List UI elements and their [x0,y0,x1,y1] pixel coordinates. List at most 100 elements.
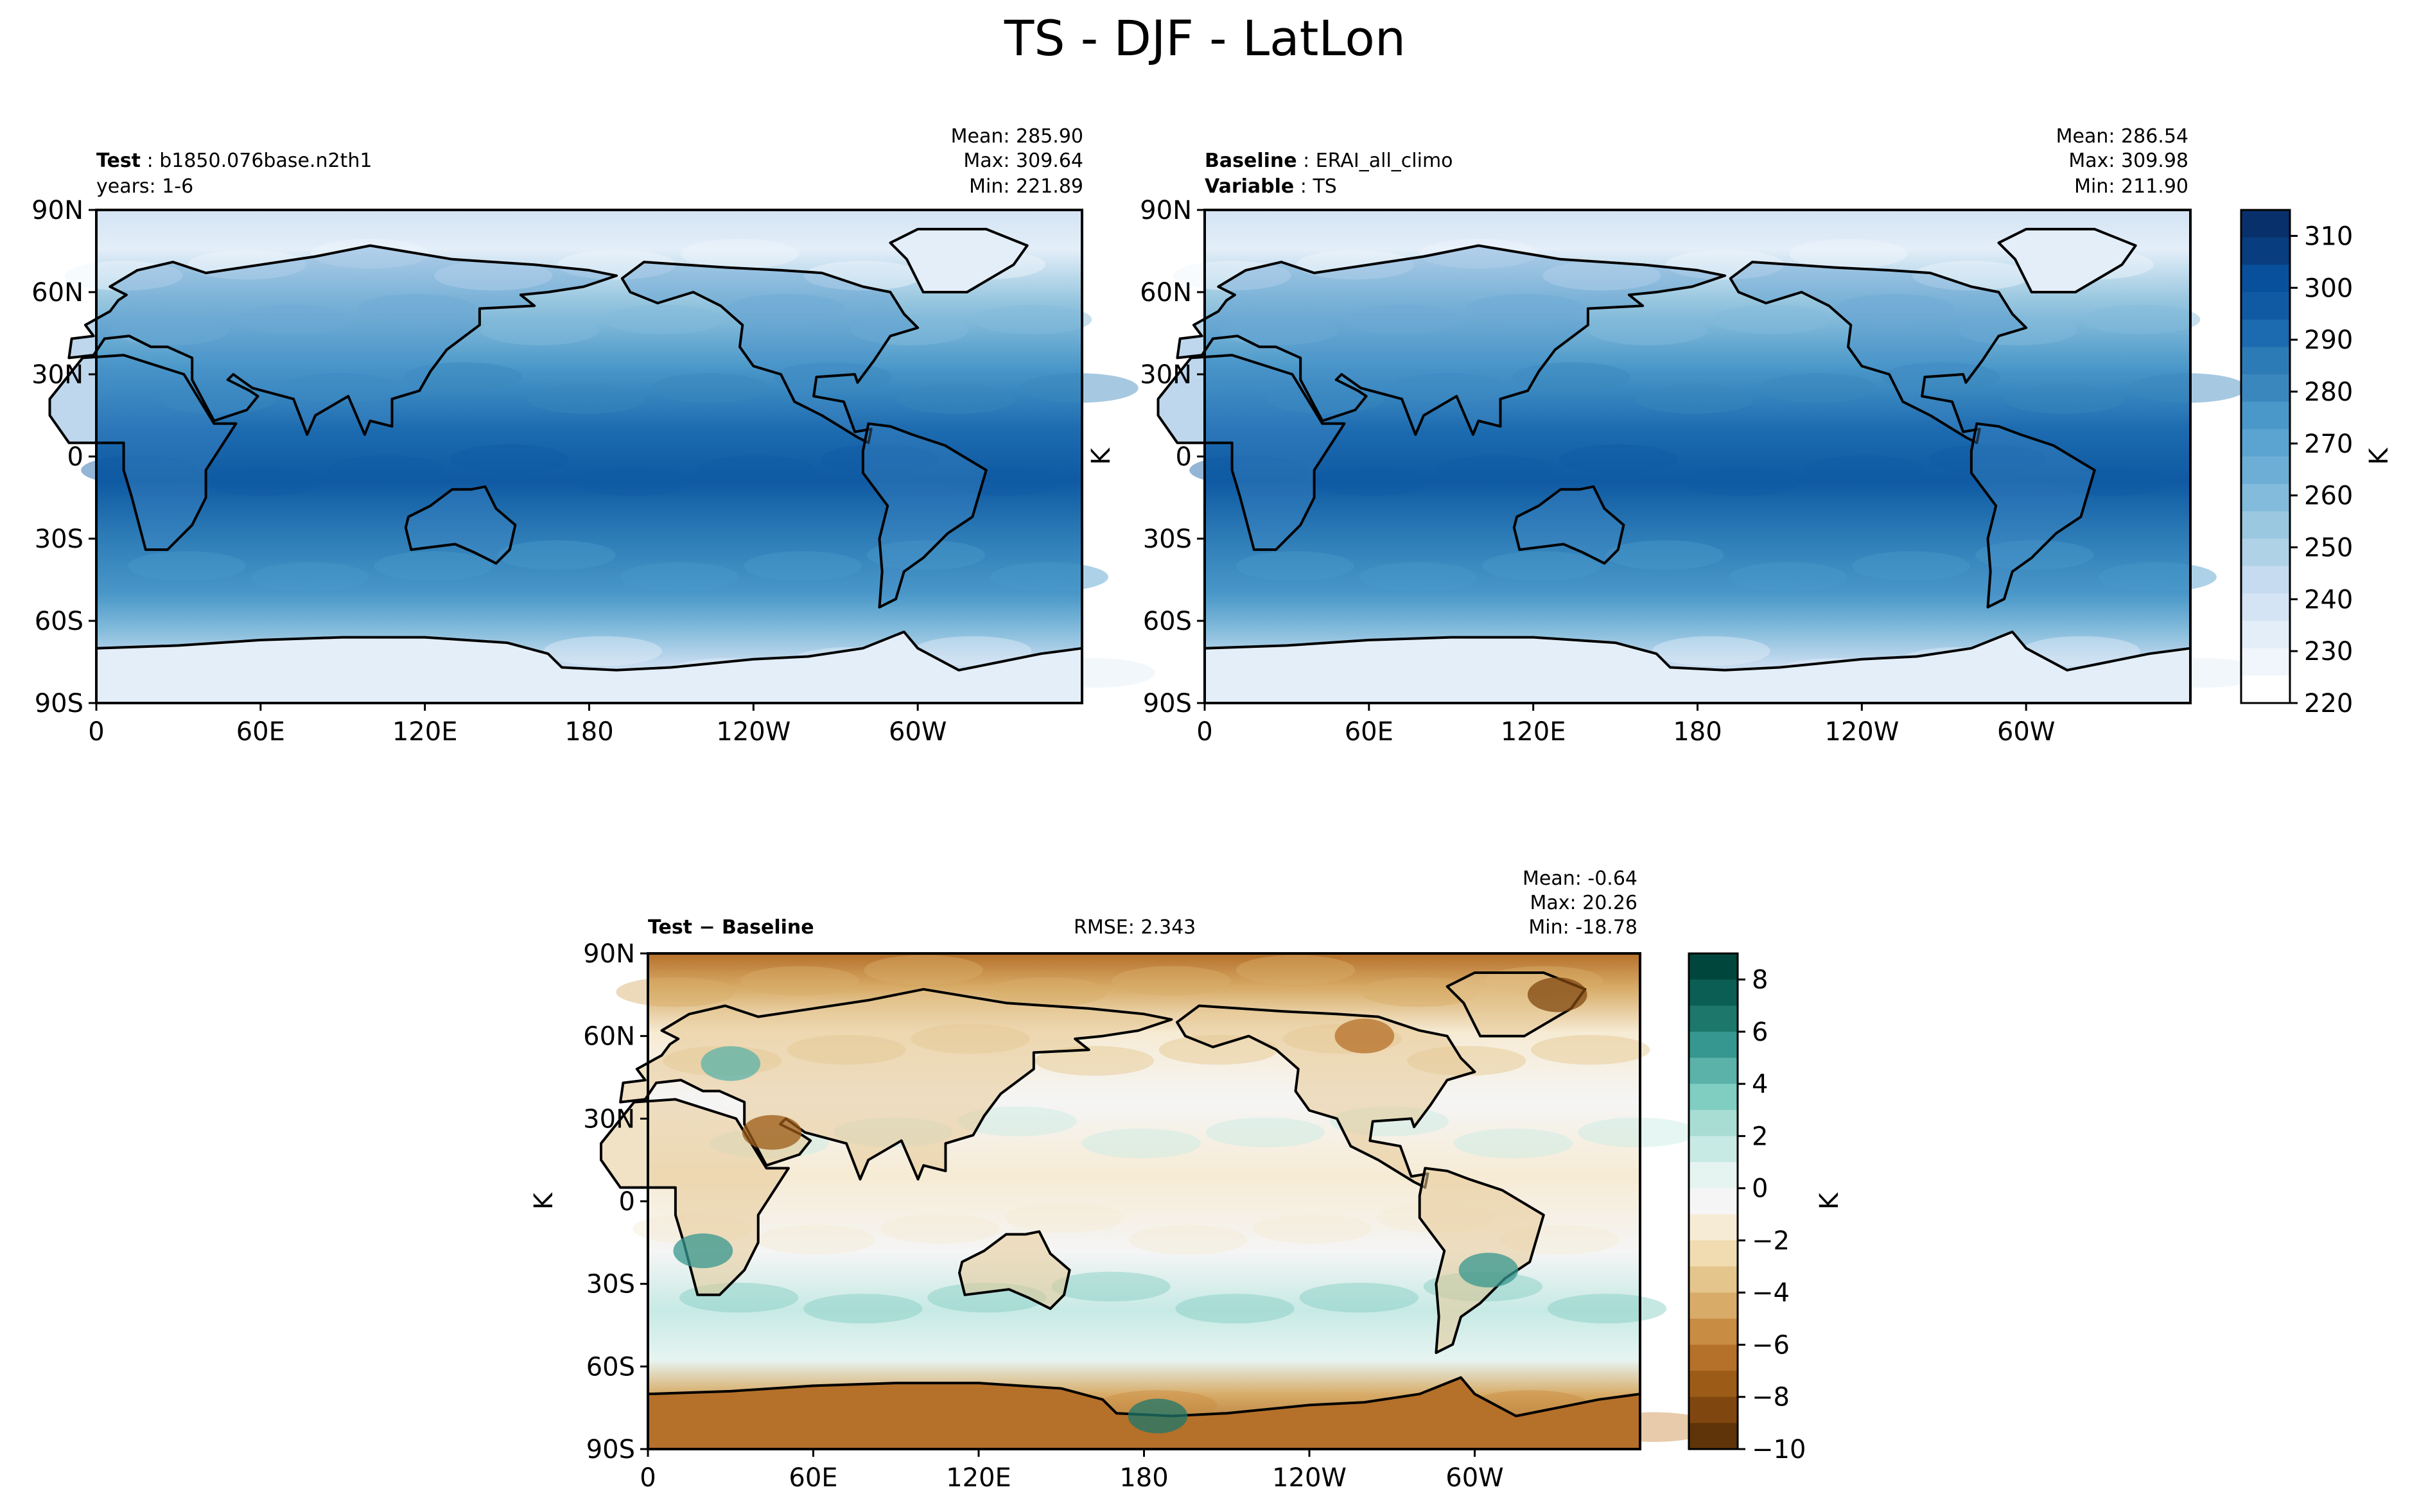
baseline-colorbar-band [2241,483,2290,512]
test-ytick-label: 30S [35,525,83,554]
baseline-coastline [1512,485,1625,565]
test-contour-patch [573,466,692,496]
baseline-title-line1: Baseline : ERAI_all_climo [1205,150,1453,172]
test-xtick-label: 120E [392,717,458,747]
diff-contour-patch [1035,1046,1154,1076]
test-contour-patch [697,455,816,485]
baseline-ytick-label: 90N [1140,196,1192,225]
baseline-colorbar-band [2241,566,2290,595]
diff-colorbar-band [1689,1188,1738,1215]
baseline-xtick-label: 120E [1501,717,1566,747]
test-contour-patch [527,384,646,414]
baseline-contour-patch [1666,250,1785,280]
diff-contour-patch [957,1106,1077,1136]
diff-contour-patch [1236,955,1356,985]
diff-contour-patch [756,1224,876,1255]
test-ytick-label: 60S [35,607,83,636]
baseline-contour-patch [1419,239,1538,269]
diff-ytick-label: 0 [619,1187,635,1217]
baseline-contour-patch [1851,551,1971,581]
baseline-contour-patch [2128,373,2247,403]
baseline-ytick-label: 30S [1143,525,1192,554]
baseline-ytick-label: 30N [1140,360,1192,390]
baseline-colorbar-tick-label: 280 [2304,378,2353,407]
diff-contour-patch [1051,1271,1171,1302]
diff-max: Max: 20.26 [1530,892,1637,914]
test-contour-patch [204,466,323,496]
test-contour-patch [943,466,1062,496]
baseline-contour-patch [1805,455,1924,485]
test-contour-patch [557,250,676,280]
diff-ytick-label: 60S [586,1352,635,1382]
test-contour-patch [480,315,599,345]
baseline-contour-patch [2021,636,2140,666]
diff-xtick-label: 120W [1272,1463,1347,1493]
diff-colorbar-tick-label: 0 [1752,1174,1768,1204]
diff-contour-patch [1453,1128,1573,1159]
test-contour-patch [127,551,246,581]
test-mean: Mean: 285.90 [950,125,1083,148]
diff-contour-patch [880,1213,1000,1244]
test-contour-patch [81,455,200,485]
diff-contour-patch [616,977,735,1007]
test-contour-patch [727,293,846,324]
baseline-colorbar-band [2241,456,2290,485]
test-ytick-label: 0 [67,442,83,472]
test-coastline [861,422,988,609]
test-contour-patch [803,261,922,291]
diff-contour-patch [864,955,983,985]
diff-colorbar-band [1689,1292,1738,1319]
baseline-xtick-label: 0 [1196,717,1212,747]
baseline-colorbar-band [2241,401,2290,430]
baseline-coastline [1729,261,2028,444]
test-title-line1: Test : b1850.076base.n2th1 [96,150,372,172]
test-contour-patch [450,444,569,474]
baseline-max: Max: 309.98 [2068,150,2188,172]
diff-colorbar-tick-label: 4 [1752,1070,1768,1099]
diff-xtick-label: 60W [1445,1463,1503,1493]
baseline-contour-patch [1465,293,1584,324]
test-contour-patch [357,293,476,324]
test-contour-patch [651,373,769,403]
diff-ytick-label: 30N [583,1104,635,1134]
diff-xtick-label: 120E [946,1463,1011,1493]
baseline-field [1205,210,2190,703]
diff-colorbar-tick-label: −8 [1752,1383,1790,1412]
diff-anomaly [1527,977,1587,1012]
baseline-colorbar-tick-label: 230 [2304,637,2353,666]
test-contour-patch [543,636,662,666]
diff-colorbar-band [1689,1109,1738,1137]
baseline-contour-patch [1266,384,1384,414]
diff-colorbar-band [1689,1240,1738,1267]
baseline-contour-patch [2082,304,2201,335]
test-contour-patch [743,551,862,581]
test-contour-patch [64,261,183,291]
diff-xtick-label: 60E [789,1463,837,1493]
diff-colorbar-band [1689,1344,1738,1372]
baseline-colorbar-band [2241,621,2290,649]
test-contour-patch [311,239,430,269]
baseline-colorbar-band [2241,539,2290,567]
test-contour-patch [604,304,722,335]
test-contour-patch [111,315,230,345]
diff-ytick-label: 60N [583,1022,635,1052]
diff-colorbar-band [1689,979,1738,1007]
diff-colorbar-band [1689,1031,1738,1059]
diff-contour-patch [1158,1034,1279,1065]
baseline-contour-patch [1542,261,1661,291]
test-coastline [620,261,920,444]
baseline-xtick-label: 60W [1997,717,2055,747]
baseline-contour-patch [1652,636,1770,666]
baseline-contour-patch [1173,261,1291,291]
baseline-colorbar-band [2241,319,2290,348]
baseline-colorbar-band [2241,374,2290,403]
baseline-contour-patch [1605,540,1724,570]
baseline-coastline [1997,227,2137,293]
baseline-colorbar-tick-label: 250 [2304,533,2353,562]
test-xtick-label: 120W [716,717,790,747]
diff-colorbar-band [1689,1396,1738,1424]
baseline-colorbar-band [2241,347,2290,375]
baseline-contour-patch [1482,551,1601,581]
baseline-colorbar-tick-label: 240 [2304,585,2353,614]
